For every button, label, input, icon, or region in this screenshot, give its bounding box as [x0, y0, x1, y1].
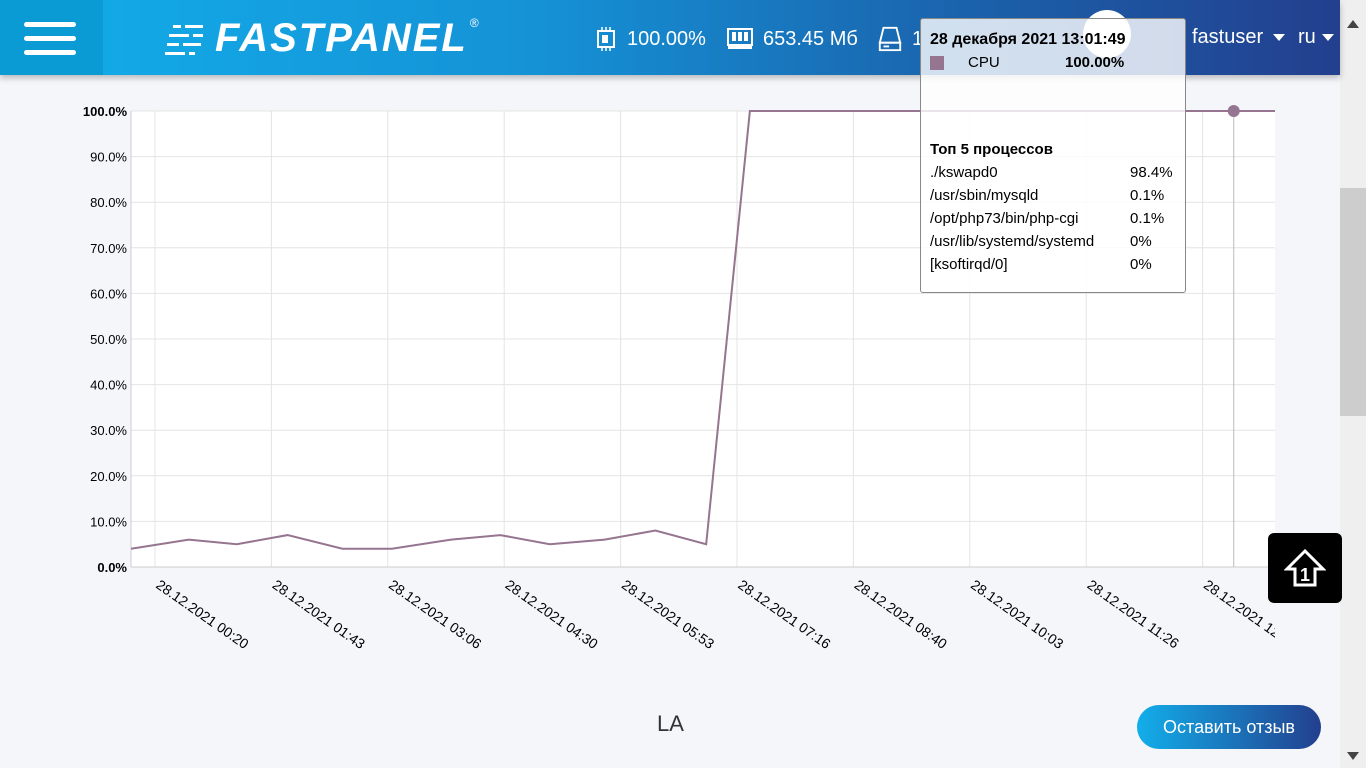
user-menu[interactable]: fastuser	[1192, 26, 1286, 49]
y-tick-label: 40.0%	[90, 378, 127, 393]
feedback-button[interactable]: Оставить отзыв	[1137, 705, 1321, 749]
home-up-icon: 1	[1284, 548, 1326, 587]
x-tick-label: 28.12.2021 04:30	[502, 576, 601, 652]
logo[interactable]: FASTPANEL ®	[165, 16, 479, 61]
series-swatch	[930, 55, 944, 70]
process-value: 0.1%	[1130, 187, 1165, 204]
process-name: /usr/sbin/mysqld	[930, 187, 1039, 204]
process-name: [ksoftirqd/0]	[930, 256, 1008, 273]
cpu-stat: 100.00%	[595, 26, 706, 52]
process-row: /usr/sbin/mysqld 0.1%	[930, 187, 1176, 204]
scroll-down-icon[interactable]	[1347, 752, 1359, 760]
scroll-up-icon[interactable]	[1347, 20, 1359, 28]
svg-text:1: 1	[1300, 565, 1310, 585]
ram-stat: 653.45 Мб	[727, 26, 858, 52]
y-tick-label: 60.0%	[90, 286, 127, 301]
process-name: /usr/lib/systemd/systemd	[930, 233, 1095, 250]
language-select[interactable]: ru	[1298, 26, 1334, 49]
series-line-cpu	[130, 110, 1276, 550]
y-tick-label: 20.0%	[90, 469, 127, 484]
scroll-top-button[interactable]: 1	[1268, 533, 1342, 603]
y-tick-label: 90.0%	[90, 150, 127, 165]
y-tick-label: 10.0%	[90, 514, 127, 529]
cpu-icon	[597, 27, 615, 51]
x-tick-label: 28.12.2021 07:16	[735, 576, 834, 652]
x-tick-label: 28.12.2021 03:06	[386, 576, 485, 652]
process-value: 0.1%	[1130, 210, 1165, 227]
process-row: /usr/lib/systemd/systemd 0%	[930, 233, 1176, 250]
scrollbar-thumb[interactable]	[1340, 188, 1366, 416]
section-title-la: LA	[657, 711, 684, 736]
process-name: /opt/php73/bin/php-cgi	[930, 210, 1079, 227]
process-value: 0%	[1130, 256, 1152, 273]
scrollbar[interactable]	[1340, 0, 1366, 768]
x-tick-label: 28.12.2021 05:53	[619, 576, 718, 652]
hover-point	[1227, 105, 1240, 117]
process-row: ./kswapd0 98.4%	[930, 164, 1176, 181]
process-value: 98.4%	[1130, 164, 1173, 181]
x-tick-label: 28.12.2021 00:20	[153, 576, 252, 652]
process-name: ./kswapd0	[930, 164, 998, 181]
logo-icon	[165, 23, 203, 56]
process-row: /opt/php73/bin/php-cgi 0.1%	[930, 210, 1176, 227]
y-tick-label: 50.0%	[90, 332, 127, 347]
x-tick-label: 28.12.2021 10:03	[968, 576, 1067, 652]
chevron-down-icon	[1321, 34, 1334, 42]
process-row: [ksoftirqd/0] 0%	[930, 256, 1176, 273]
y-tick-label: 100.0%	[83, 104, 128, 119]
disk-icon	[878, 26, 902, 52]
chevron-down-icon	[1273, 34, 1286, 42]
menu-button[interactable]	[0, 0, 103, 75]
x-tick-label: 28.12.2021 01:43	[270, 576, 369, 652]
y-tick-label: 70.0%	[90, 241, 127, 256]
y-tick-label: 80.0%	[90, 195, 127, 210]
x-tick-label: 28.12.2021 11:26	[1084, 576, 1182, 651]
disk-stat: 10.28 Гб	[878, 26, 920, 52]
x-tick-label: 28.12.2021 08:40	[852, 576, 951, 652]
plot-clip	[1275, 80, 1340, 700]
ram-icon	[727, 28, 753, 49]
process-value: 0%	[1130, 233, 1152, 250]
y-tick-label: 0.0%	[97, 560, 127, 575]
y-tick-label: 30.0%	[90, 423, 127, 438]
chart-tooltip: 28 декабря 2021 13:01:49 CPU 100.00% Топ …	[920, 18, 1186, 293]
